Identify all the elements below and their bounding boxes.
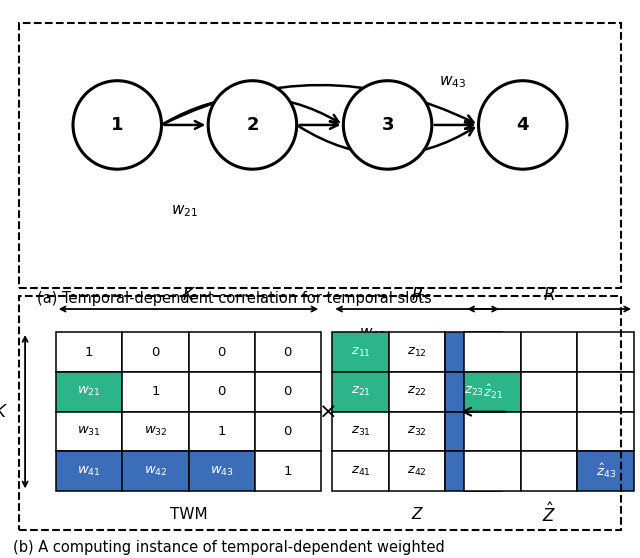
Text: $0$: $0$ bbox=[150, 345, 160, 358]
Bar bbox=[56, 332, 122, 372]
Text: $R$: $R$ bbox=[411, 286, 423, 304]
Bar bbox=[122, 451, 189, 491]
Text: $z_{31}$: $z_{31}$ bbox=[351, 425, 371, 438]
Text: $z_{32}$: $z_{32}$ bbox=[407, 425, 427, 438]
Text: $w_{42}$: $w_{42}$ bbox=[359, 326, 386, 341]
Bar bbox=[122, 372, 189, 412]
Text: $z_{11}$: $z_{11}$ bbox=[351, 345, 371, 359]
Text: $z_{41}$: $z_{41}$ bbox=[351, 465, 371, 478]
Text: $w_{21}$: $w_{21}$ bbox=[172, 203, 198, 219]
Bar bbox=[577, 451, 634, 491]
Bar bbox=[122, 412, 189, 451]
Bar bbox=[255, 412, 321, 451]
Text: $z_{13}$: $z_{13}$ bbox=[463, 345, 484, 359]
Bar bbox=[521, 332, 577, 372]
Text: (a) Temporal-dependent correlation for temporal slots: (a) Temporal-dependent correlation for t… bbox=[37, 291, 432, 306]
Bar bbox=[122, 332, 189, 372]
Bar bbox=[189, 412, 255, 451]
Bar bbox=[445, 332, 502, 372]
Text: $Z$: $Z$ bbox=[410, 506, 424, 522]
Text: 2: 2 bbox=[246, 116, 259, 134]
Bar bbox=[189, 451, 255, 491]
Text: $1$: $1$ bbox=[84, 345, 93, 358]
Text: $w_{42}$: $w_{42}$ bbox=[143, 465, 167, 478]
Text: $0$: $0$ bbox=[217, 386, 227, 398]
Text: $z_{22}$: $z_{22}$ bbox=[407, 385, 427, 398]
Text: TWM: TWM bbox=[170, 507, 207, 522]
Text: $w_{43}$: $w_{43}$ bbox=[210, 465, 234, 478]
Bar bbox=[465, 412, 521, 451]
Text: $\hat{z}_{43}$: $\hat{z}_{43}$ bbox=[596, 462, 616, 480]
Bar bbox=[445, 372, 502, 412]
Bar bbox=[445, 451, 502, 491]
Text: $w_{21}$: $w_{21}$ bbox=[77, 385, 101, 398]
Bar bbox=[56, 451, 122, 491]
Bar bbox=[332, 451, 389, 491]
Text: $0$: $0$ bbox=[284, 425, 293, 438]
Text: $1$: $1$ bbox=[284, 465, 292, 478]
Bar bbox=[577, 412, 634, 451]
Bar bbox=[577, 332, 634, 372]
Text: $K$: $K$ bbox=[182, 286, 195, 304]
Bar bbox=[255, 332, 321, 372]
Text: $\hat{z}_{21}$: $\hat{z}_{21}$ bbox=[483, 383, 502, 401]
Circle shape bbox=[208, 81, 297, 169]
Bar bbox=[332, 332, 389, 372]
Bar bbox=[465, 372, 521, 412]
Text: $R$: $R$ bbox=[543, 286, 555, 304]
Bar bbox=[465, 451, 521, 491]
Text: $K$: $K$ bbox=[0, 403, 8, 421]
Bar bbox=[389, 451, 445, 491]
Text: 1: 1 bbox=[111, 116, 124, 134]
Text: $w_{31}$: $w_{31}$ bbox=[77, 425, 101, 438]
Bar bbox=[445, 412, 502, 451]
Text: $0$: $0$ bbox=[284, 386, 293, 398]
Text: $0$: $0$ bbox=[284, 345, 293, 358]
Bar bbox=[521, 451, 577, 491]
Text: $z_{43}$: $z_{43}$ bbox=[463, 465, 484, 478]
Text: $w_{41}$: $w_{41}$ bbox=[77, 465, 101, 478]
Text: $w_{43}$: $w_{43}$ bbox=[438, 74, 466, 90]
Bar bbox=[332, 372, 389, 412]
Text: $1$: $1$ bbox=[217, 425, 227, 438]
Bar bbox=[255, 451, 321, 491]
Bar bbox=[389, 372, 445, 412]
Bar bbox=[56, 372, 122, 412]
Text: 3: 3 bbox=[381, 116, 394, 134]
Text: $w_{32}$: $w_{32}$ bbox=[143, 425, 167, 438]
Bar bbox=[521, 412, 577, 451]
Bar bbox=[389, 332, 445, 372]
Text: (b) A computing instance of temporal-dependent weighted: (b) A computing instance of temporal-dep… bbox=[13, 541, 445, 555]
Bar bbox=[189, 332, 255, 372]
Bar bbox=[465, 332, 521, 372]
Text: 4: 4 bbox=[516, 116, 529, 134]
Text: $\times$: $\times$ bbox=[318, 402, 335, 422]
Bar bbox=[332, 412, 389, 451]
Bar bbox=[389, 412, 445, 451]
Circle shape bbox=[479, 81, 567, 169]
Bar bbox=[577, 372, 634, 412]
Text: $z_{42}$: $z_{42}$ bbox=[407, 465, 427, 478]
Text: $1$: $1$ bbox=[150, 386, 160, 398]
Circle shape bbox=[343, 81, 432, 169]
Circle shape bbox=[73, 81, 161, 169]
Text: $z_{21}$: $z_{21}$ bbox=[351, 385, 371, 398]
Text: $\hat{Z}$: $\hat{Z}$ bbox=[542, 503, 556, 526]
Bar bbox=[521, 372, 577, 412]
Bar bbox=[255, 372, 321, 412]
Bar bbox=[56, 412, 122, 451]
Text: $z_{23}$: $z_{23}$ bbox=[463, 385, 484, 398]
Text: $z_{12}$: $z_{12}$ bbox=[407, 345, 427, 359]
Bar bbox=[189, 372, 255, 412]
Text: $z_{33}$: $z_{33}$ bbox=[463, 425, 484, 438]
Text: $0$: $0$ bbox=[217, 345, 227, 358]
